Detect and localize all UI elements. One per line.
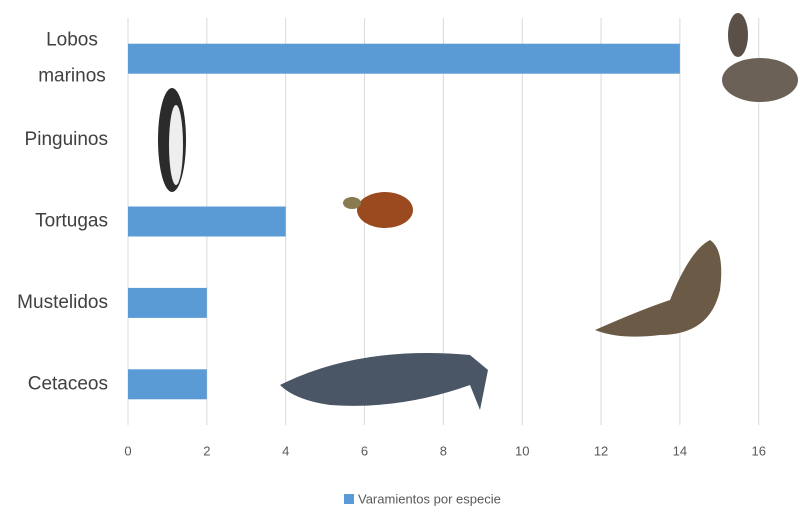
x-tick-label: 14 [673, 443, 687, 458]
turtle-illustration [357, 192, 413, 228]
x-tick-label: 8 [440, 443, 447, 458]
penguin-belly [169, 105, 183, 185]
bar [128, 206, 286, 237]
x-tick-label: 2 [203, 443, 210, 458]
turtle-head [343, 197, 361, 209]
sea-lion-illustration [722, 58, 798, 102]
sea-lion-head [728, 13, 748, 57]
x-tick-label: 10 [515, 443, 529, 458]
legend-swatch [344, 494, 354, 504]
y-tick-label: Mustelidos [17, 292, 108, 313]
x-tick-label: 12 [594, 443, 608, 458]
whale-illustration [280, 353, 488, 410]
legend-label: Varamientos por especie [358, 491, 501, 506]
x-tick-label: 4 [282, 443, 289, 458]
x-tick-label: 6 [361, 443, 368, 458]
y-tick-label: Tortugas [35, 211, 108, 232]
bar [128, 369, 207, 400]
x-tick-label: 16 [752, 443, 766, 458]
y-tick-label: Cetaceos [28, 373, 108, 394]
y-tick-label: Lobos marinos [38, 30, 106, 87]
x-tick-label: 0 [124, 443, 131, 458]
illustrations [158, 13, 798, 410]
y-tick-label: Pinguinos [25, 129, 108, 150]
bar [128, 287, 207, 318]
otter-illustration [595, 240, 722, 337]
bar [128, 43, 680, 74]
